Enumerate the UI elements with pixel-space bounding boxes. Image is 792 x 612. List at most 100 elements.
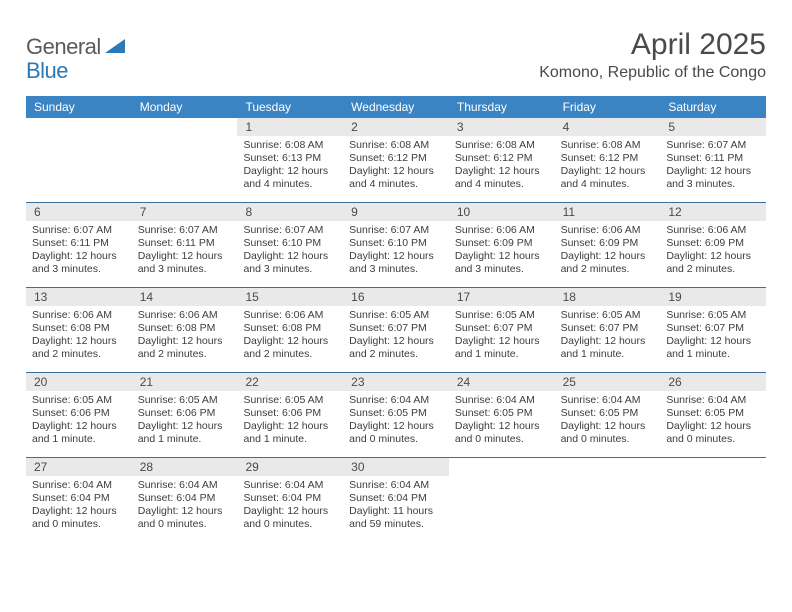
dow-thursday: Thursday <box>449 96 555 118</box>
calendar-cell: 26Sunrise: 6:04 AMSunset: 6:05 PMDayligh… <box>660 373 766 457</box>
calendar-cell: 30Sunrise: 6:04 AMSunset: 6:04 PMDayligh… <box>343 458 449 542</box>
day-details: Sunrise: 6:07 AMSunset: 6:11 PMDaylight:… <box>660 136 766 198</box>
day-number: 26 <box>660 373 766 391</box>
calendar-cell-empty: . <box>132 118 238 202</box>
day-details: Sunrise: 6:05 AMSunset: 6:06 PMDaylight:… <box>26 391 132 453</box>
calendar-cell: 13Sunrise: 6:06 AMSunset: 6:08 PMDayligh… <box>26 288 132 372</box>
calendar-cell: 11Sunrise: 6:06 AMSunset: 6:09 PMDayligh… <box>555 203 661 287</box>
calendar-cell-empty: . <box>660 458 766 542</box>
day-details: Sunrise: 6:07 AMSunset: 6:11 PMDaylight:… <box>132 221 238 283</box>
calendar-cell: 20Sunrise: 6:05 AMSunset: 6:06 PMDayligh… <box>26 373 132 457</box>
day-number: 17 <box>449 288 555 306</box>
brand-part2: Blue <box>26 58 68 83</box>
calendar-cell: 4Sunrise: 6:08 AMSunset: 6:12 PMDaylight… <box>555 118 661 202</box>
title-block: April 2025 Komono, Republic of the Congo <box>539 28 766 82</box>
day-details: Sunrise: 6:04 AMSunset: 6:05 PMDaylight:… <box>343 391 449 453</box>
calendar-cell: 7Sunrise: 6:07 AMSunset: 6:11 PMDaylight… <box>132 203 238 287</box>
calendar-cell: 6Sunrise: 6:07 AMSunset: 6:11 PMDaylight… <box>26 203 132 287</box>
day-number: 6 <box>26 203 132 221</box>
dow-wednesday: Wednesday <box>343 96 449 118</box>
calendar-cell: 27Sunrise: 6:04 AMSunset: 6:04 PMDayligh… <box>26 458 132 542</box>
calendar-cell: 5Sunrise: 6:07 AMSunset: 6:11 PMDaylight… <box>660 118 766 202</box>
brand-triangle-icon <box>105 37 125 58</box>
day-details: Sunrise: 6:05 AMSunset: 6:07 PMDaylight:… <box>449 306 555 368</box>
day-details: Sunrise: 6:04 AMSunset: 6:04 PMDaylight:… <box>343 476 449 538</box>
calendar-page: General April 2025 Komono, Republic of t… <box>0 0 792 542</box>
day-details: Sunrise: 6:07 AMSunset: 6:10 PMDaylight:… <box>343 221 449 283</box>
brand-part1: General <box>26 34 101 60</box>
calendar-cell-empty: . <box>26 118 132 202</box>
day-details: Sunrise: 6:05 AMSunset: 6:07 PMDaylight:… <box>660 306 766 368</box>
day-number: 30 <box>343 458 449 476</box>
calendar-cell: 24Sunrise: 6:04 AMSunset: 6:05 PMDayligh… <box>449 373 555 457</box>
day-number: 18 <box>555 288 661 306</box>
day-number: 3 <box>449 118 555 136</box>
day-number: 19 <box>660 288 766 306</box>
day-details: Sunrise: 6:04 AMSunset: 6:04 PMDaylight:… <box>132 476 238 538</box>
calendar-cell: 2Sunrise: 6:08 AMSunset: 6:12 PMDaylight… <box>343 118 449 202</box>
day-details: Sunrise: 6:06 AMSunset: 6:08 PMDaylight:… <box>237 306 343 368</box>
day-details: Sunrise: 6:05 AMSunset: 6:06 PMDaylight:… <box>237 391 343 453</box>
day-number: 28 <box>132 458 238 476</box>
calendar-cell-empty: . <box>555 458 661 542</box>
weeks-container: ..1Sunrise: 6:08 AMSunset: 6:13 PMDaylig… <box>26 118 766 542</box>
week-row: 6Sunrise: 6:07 AMSunset: 6:11 PMDaylight… <box>26 203 766 288</box>
header: General April 2025 Komono, Republic of t… <box>26 28 766 82</box>
calendar-cell: 16Sunrise: 6:05 AMSunset: 6:07 PMDayligh… <box>343 288 449 372</box>
day-details: Sunrise: 6:05 AMSunset: 6:06 PMDaylight:… <box>132 391 238 453</box>
day-number: 12 <box>660 203 766 221</box>
brand-logo: General <box>26 28 127 60</box>
day-details: Sunrise: 6:07 AMSunset: 6:11 PMDaylight:… <box>26 221 132 283</box>
day-number: 20 <box>26 373 132 391</box>
day-number: 1 <box>237 118 343 136</box>
day-details: Sunrise: 6:08 AMSunset: 6:13 PMDaylight:… <box>237 136 343 198</box>
dow-friday: Friday <box>555 96 661 118</box>
day-details: Sunrise: 6:04 AMSunset: 6:04 PMDaylight:… <box>26 476 132 538</box>
day-details: Sunrise: 6:06 AMSunset: 6:09 PMDaylight:… <box>449 221 555 283</box>
day-number: 23 <box>343 373 449 391</box>
calendar-cell: 12Sunrise: 6:06 AMSunset: 6:09 PMDayligh… <box>660 203 766 287</box>
day-details: Sunrise: 6:08 AMSunset: 6:12 PMDaylight:… <box>555 136 661 198</box>
day-details: Sunrise: 6:05 AMSunset: 6:07 PMDaylight:… <box>555 306 661 368</box>
calendar-cell: 17Sunrise: 6:05 AMSunset: 6:07 PMDayligh… <box>449 288 555 372</box>
day-details: Sunrise: 6:04 AMSunset: 6:04 PMDaylight:… <box>237 476 343 538</box>
day-details: Sunrise: 6:06 AMSunset: 6:08 PMDaylight:… <box>132 306 238 368</box>
week-row: 13Sunrise: 6:06 AMSunset: 6:08 PMDayligh… <box>26 288 766 373</box>
calendar-cell: 23Sunrise: 6:04 AMSunset: 6:05 PMDayligh… <box>343 373 449 457</box>
day-number: 7 <box>132 203 238 221</box>
week-row: 20Sunrise: 6:05 AMSunset: 6:06 PMDayligh… <box>26 373 766 458</box>
day-details: Sunrise: 6:06 AMSunset: 6:09 PMDaylight:… <box>555 221 661 283</box>
brand-part2-wrap: Blue <box>26 58 68 84</box>
day-number: 4 <box>555 118 661 136</box>
day-details: Sunrise: 6:08 AMSunset: 6:12 PMDaylight:… <box>343 136 449 198</box>
calendar-cell: 21Sunrise: 6:05 AMSunset: 6:06 PMDayligh… <box>132 373 238 457</box>
day-details: Sunrise: 6:08 AMSunset: 6:12 PMDaylight:… <box>449 136 555 198</box>
day-number: 13 <box>26 288 132 306</box>
day-details: Sunrise: 6:04 AMSunset: 6:05 PMDaylight:… <box>555 391 661 453</box>
day-number: 25 <box>555 373 661 391</box>
day-number: 9 <box>343 203 449 221</box>
calendar-cell-empty: . <box>449 458 555 542</box>
day-number: 21 <box>132 373 238 391</box>
calendar-cell: 14Sunrise: 6:06 AMSunset: 6:08 PMDayligh… <box>132 288 238 372</box>
day-details: Sunrise: 6:06 AMSunset: 6:09 PMDaylight:… <box>660 221 766 283</box>
calendar-cell: 3Sunrise: 6:08 AMSunset: 6:12 PMDaylight… <box>449 118 555 202</box>
dow-sunday: Sunday <box>26 96 132 118</box>
day-number: 16 <box>343 288 449 306</box>
calendar-cell: 10Sunrise: 6:06 AMSunset: 6:09 PMDayligh… <box>449 203 555 287</box>
calendar-cell: 29Sunrise: 6:04 AMSunset: 6:04 PMDayligh… <box>237 458 343 542</box>
day-details: Sunrise: 6:06 AMSunset: 6:08 PMDaylight:… <box>26 306 132 368</box>
day-number: 2 <box>343 118 449 136</box>
dow-tuesday: Tuesday <box>237 96 343 118</box>
day-details: Sunrise: 6:04 AMSunset: 6:05 PMDaylight:… <box>449 391 555 453</box>
week-row: ..1Sunrise: 6:08 AMSunset: 6:13 PMDaylig… <box>26 118 766 203</box>
calendar-cell: 18Sunrise: 6:05 AMSunset: 6:07 PMDayligh… <box>555 288 661 372</box>
calendar-cell: 15Sunrise: 6:06 AMSunset: 6:08 PMDayligh… <box>237 288 343 372</box>
location-subtitle: Komono, Republic of the Congo <box>539 64 766 82</box>
dow-saturday: Saturday <box>660 96 766 118</box>
day-number: 24 <box>449 373 555 391</box>
day-number: 15 <box>237 288 343 306</box>
week-row: 27Sunrise: 6:04 AMSunset: 6:04 PMDayligh… <box>26 458 766 542</box>
day-number: 22 <box>237 373 343 391</box>
day-details: Sunrise: 6:04 AMSunset: 6:05 PMDaylight:… <box>660 391 766 453</box>
